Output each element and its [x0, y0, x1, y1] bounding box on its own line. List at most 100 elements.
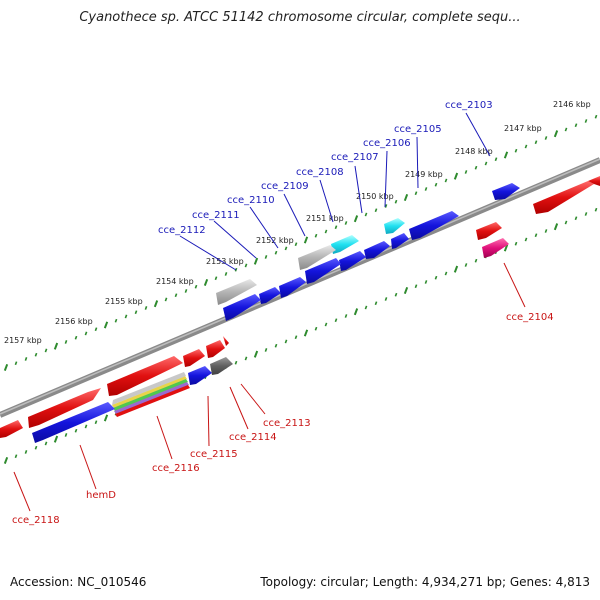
minor-tick — [164, 297, 168, 302]
gene-label-cce-2116: cce_2116 — [152, 463, 200, 474]
gene-label-cce-2113: cce_2113 — [263, 418, 311, 429]
minor-tick — [244, 356, 248, 361]
genes-lower — [0, 222, 509, 443]
scale-label: 2148 kbp — [455, 147, 493, 156]
minor-tick — [34, 445, 38, 450]
major-tick — [353, 215, 359, 223]
gene-arrow — [364, 241, 390, 259]
scale-label: 2155 kbp — [105, 297, 143, 306]
gene-arrow — [223, 336, 229, 346]
minor-tick — [574, 216, 578, 221]
minor-tick — [324, 229, 328, 234]
minor-tick — [184, 289, 188, 293]
minor-tick — [14, 454, 18, 459]
minor-tick — [584, 119, 588, 123]
minor-tick — [544, 229, 548, 233]
gene-label-cce-2118: cce_2118 — [12, 515, 60, 526]
minor-tick — [264, 255, 268, 259]
gene-arrow — [391, 233, 409, 249]
minor-tick — [364, 212, 368, 217]
minor-tick — [474, 165, 478, 170]
major-tick — [103, 414, 109, 422]
minor-tick — [334, 318, 338, 323]
minor-tick — [234, 360, 238, 365]
gene-arrow — [492, 183, 520, 200]
gene-arrow — [279, 277, 306, 298]
minor-tick — [84, 331, 88, 336]
minor-tick — [74, 428, 78, 433]
major-tick — [53, 342, 59, 350]
label-leaders-bottom — [13, 262, 526, 512]
major-tick — [253, 257, 259, 265]
label-leaders-top — [179, 112, 491, 271]
minor-tick — [474, 258, 478, 263]
minor-tick — [214, 276, 218, 281]
major-tick — [403, 193, 409, 202]
major-tick — [203, 278, 209, 286]
minor-tick — [534, 140, 538, 145]
scale-label: 2149 kbp — [405, 170, 443, 179]
major-tick — [153, 300, 159, 308]
gene-arrow — [112, 372, 186, 405]
scale-label: 2154 kbp — [156, 277, 194, 286]
major-tick — [503, 151, 509, 159]
scale-label: 2146 kbp — [553, 100, 591, 109]
minor-tick — [384, 297, 388, 301]
minor-tick — [524, 144, 528, 149]
major-tick — [53, 435, 59, 443]
major-tick — [253, 350, 259, 358]
minor-tick — [24, 450, 28, 454]
major-tick — [453, 172, 459, 180]
minor-tick — [144, 306, 148, 310]
scale-label: 2156 kbp — [55, 317, 93, 326]
gene-label-cce-2108: cce_2108 — [296, 167, 344, 178]
major-tick — [303, 329, 309, 337]
gene-arrow — [298, 245, 336, 270]
minor-tick — [44, 348, 48, 353]
gene-arrow — [113, 379, 188, 411]
gene-label-cce-2105: cce_2105 — [394, 124, 442, 135]
major-tick — [3, 363, 9, 371]
gene-arrow — [28, 388, 101, 428]
genes-upper — [216, 176, 600, 321]
scale-label: 2152 kbp — [256, 236, 294, 245]
gene-arrow — [216, 279, 257, 305]
gene-label-cce-2110: cce_2110 — [227, 195, 275, 206]
map-title: Cyanothece sp. ATCC 51142 chromosome cir… — [79, 10, 521, 25]
minor-tick — [44, 441, 48, 446]
minor-tick — [294, 335, 298, 340]
gene-label-cce-2115: cce_2115 — [190, 449, 238, 460]
minor-tick — [114, 318, 118, 323]
gene-arrow — [115, 385, 190, 417]
major-tick — [403, 286, 409, 295]
gene-arrow — [588, 176, 600, 186]
minor-tick — [24, 357, 28, 361]
minor-tick — [64, 433, 68, 437]
gene-label-cce-2107: cce_2107 — [331, 152, 379, 163]
minor-tick — [494, 157, 498, 162]
gene-arrow — [32, 402, 115, 443]
gene-arrow — [223, 294, 261, 321]
minor-tick — [284, 246, 288, 251]
scale-label: 2150 kbp — [356, 192, 394, 201]
minor-tick — [194, 284, 198, 289]
gene-arrow — [409, 211, 459, 240]
minor-tick — [464, 170, 468, 174]
minor-tick — [424, 280, 428, 284]
gene-label-cce-2111: cce_2111 — [192, 210, 240, 221]
minor-tick — [344, 221, 348, 225]
minor-tick — [324, 322, 328, 327]
major-tick — [353, 308, 359, 316]
gene-arrow — [114, 382, 189, 414]
gene-label-cce-2104: cce_2104 — [506, 312, 554, 323]
minor-tick — [274, 343, 278, 348]
minor-tick — [94, 420, 98, 425]
minor-tick — [124, 314, 128, 319]
scale-label: 2147 kbp — [504, 124, 542, 133]
gene-arrow — [0, 420, 23, 438]
gene-arrow — [339, 251, 366, 271]
major-tick — [553, 130, 559, 138]
minor-tick — [444, 271, 448, 276]
minor-tick — [244, 263, 248, 268]
